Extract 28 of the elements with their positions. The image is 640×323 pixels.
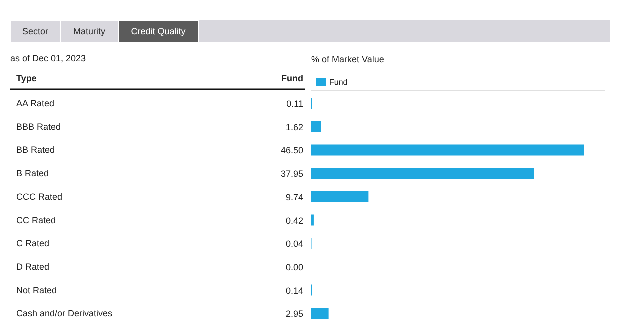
data-label: 46.50 — [280, 146, 304, 156]
legend-label: Fund — [330, 78, 348, 87]
y-tick-label: C Rated — [16, 238, 50, 249]
y-tick-label: BB Rated — [16, 145, 56, 156]
y-tick-label: Not Rated — [16, 285, 58, 296]
text: Maturity — [73, 26, 106, 36]
y-tick-label: AA Rated — [16, 98, 55, 108]
y-tick-label: CC Rated — [16, 215, 56, 226]
y-tick-label: D Rated — [16, 262, 50, 272]
text: Fund — [282, 74, 304, 84]
y-tick-label: B Rated — [16, 168, 50, 179]
text: as of Dec 01, 2023 — [10, 54, 86, 64]
text: Credit Quality — [131, 26, 186, 36]
text: Sector — [22, 26, 49, 36]
y-tick-label: Cash and/or Derivatives — [16, 308, 114, 319]
data-label: 0.00 — [286, 262, 304, 272]
y-tick-label: BBB Rated — [16, 122, 62, 132]
data-label: 0.11 — [286, 99, 304, 109]
data-label: 0.14 — [286, 286, 304, 296]
data-label: 9.74 — [286, 192, 304, 202]
data-label: 0.04 — [286, 239, 304, 250]
data-label: 1.62 — [286, 122, 304, 132]
chart-title: % of Market Value — [312, 54, 384, 64]
y-tick-label: CCC Rated — [16, 192, 63, 202]
data-label: 37.95 — [280, 169, 304, 180]
data-label: 0.42 — [286, 216, 304, 226]
data-label: 2.95 — [286, 309, 304, 320]
y-axis-title: Type — [16, 74, 37, 84]
